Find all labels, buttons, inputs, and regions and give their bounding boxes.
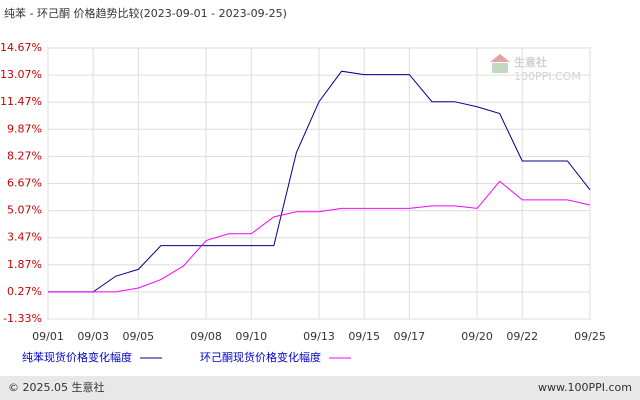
y-tick-label: 13.07% [0,68,42,81]
series-line [48,70,591,293]
footer-right: www.100PPI.com [538,381,632,394]
chart-title: 纯苯 - 环己酮 价格趋势比较(2023-09-01 - 2023-09-25) [4,6,287,20]
watermark-sub: 100PPI.COM [514,70,581,83]
x-tick-label: 09/22 [506,330,538,343]
y-tick-label: 14.67% [0,41,42,54]
x-tick-label: 09/17 [393,330,425,343]
y-tick-label: 3.47% [7,231,42,244]
x-tick-label: 09/13 [303,330,335,343]
series-line [48,180,591,293]
x-tick-label: 09/15 [348,330,380,343]
legend-label: 环己酮现货价格变化幅度 [200,350,321,364]
watermark-icon [492,63,508,73]
watermark-icon [490,54,510,62]
y-tick-label: 9.87% [7,122,42,135]
watermark-text: 生意社 [514,55,547,69]
y-tick-label: -1.33% [3,312,42,325]
y-tick-label: 8.27% [7,149,42,162]
y-tick-label: 11.47% [0,95,42,108]
y-tick-label: 6.67% [7,177,42,190]
footer-bar [0,376,640,400]
y-tick-label: 1.87% [7,258,42,271]
footer-left: © 2025.05 生意社 [8,380,104,394]
x-tick-label: 09/01 [32,330,64,343]
y-tick-label: 0.27% [7,285,42,298]
x-tick-label: 09/08 [190,330,222,343]
y-tick-label: 5.07% [7,204,42,217]
x-tick-label: 09/25 [574,330,606,343]
x-tick-label: 09/10 [235,330,267,343]
legend-label: 纯苯现货价格变化幅度 [22,350,132,364]
x-tick-label: 09/03 [77,330,109,343]
x-tick-label: 09/20 [461,330,493,343]
x-tick-label: 09/05 [122,330,154,343]
